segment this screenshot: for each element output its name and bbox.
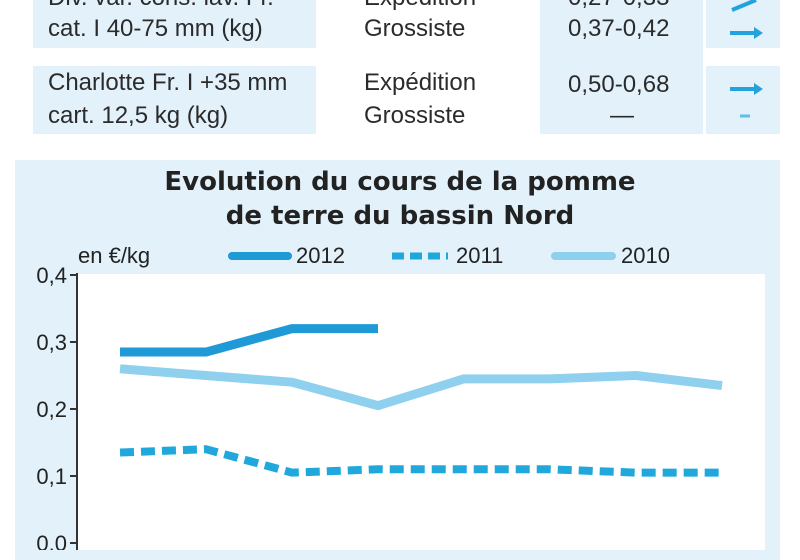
y-tick-label: 0,2 xyxy=(36,397,67,422)
y-tick-label: 0,0 xyxy=(36,531,67,550)
y-tick-label: 0,4 xyxy=(36,263,67,288)
y-tick-label: 0,3 xyxy=(36,330,67,355)
plot-area xyxy=(77,274,765,550)
y-tick-label: 0,1 xyxy=(36,464,67,489)
